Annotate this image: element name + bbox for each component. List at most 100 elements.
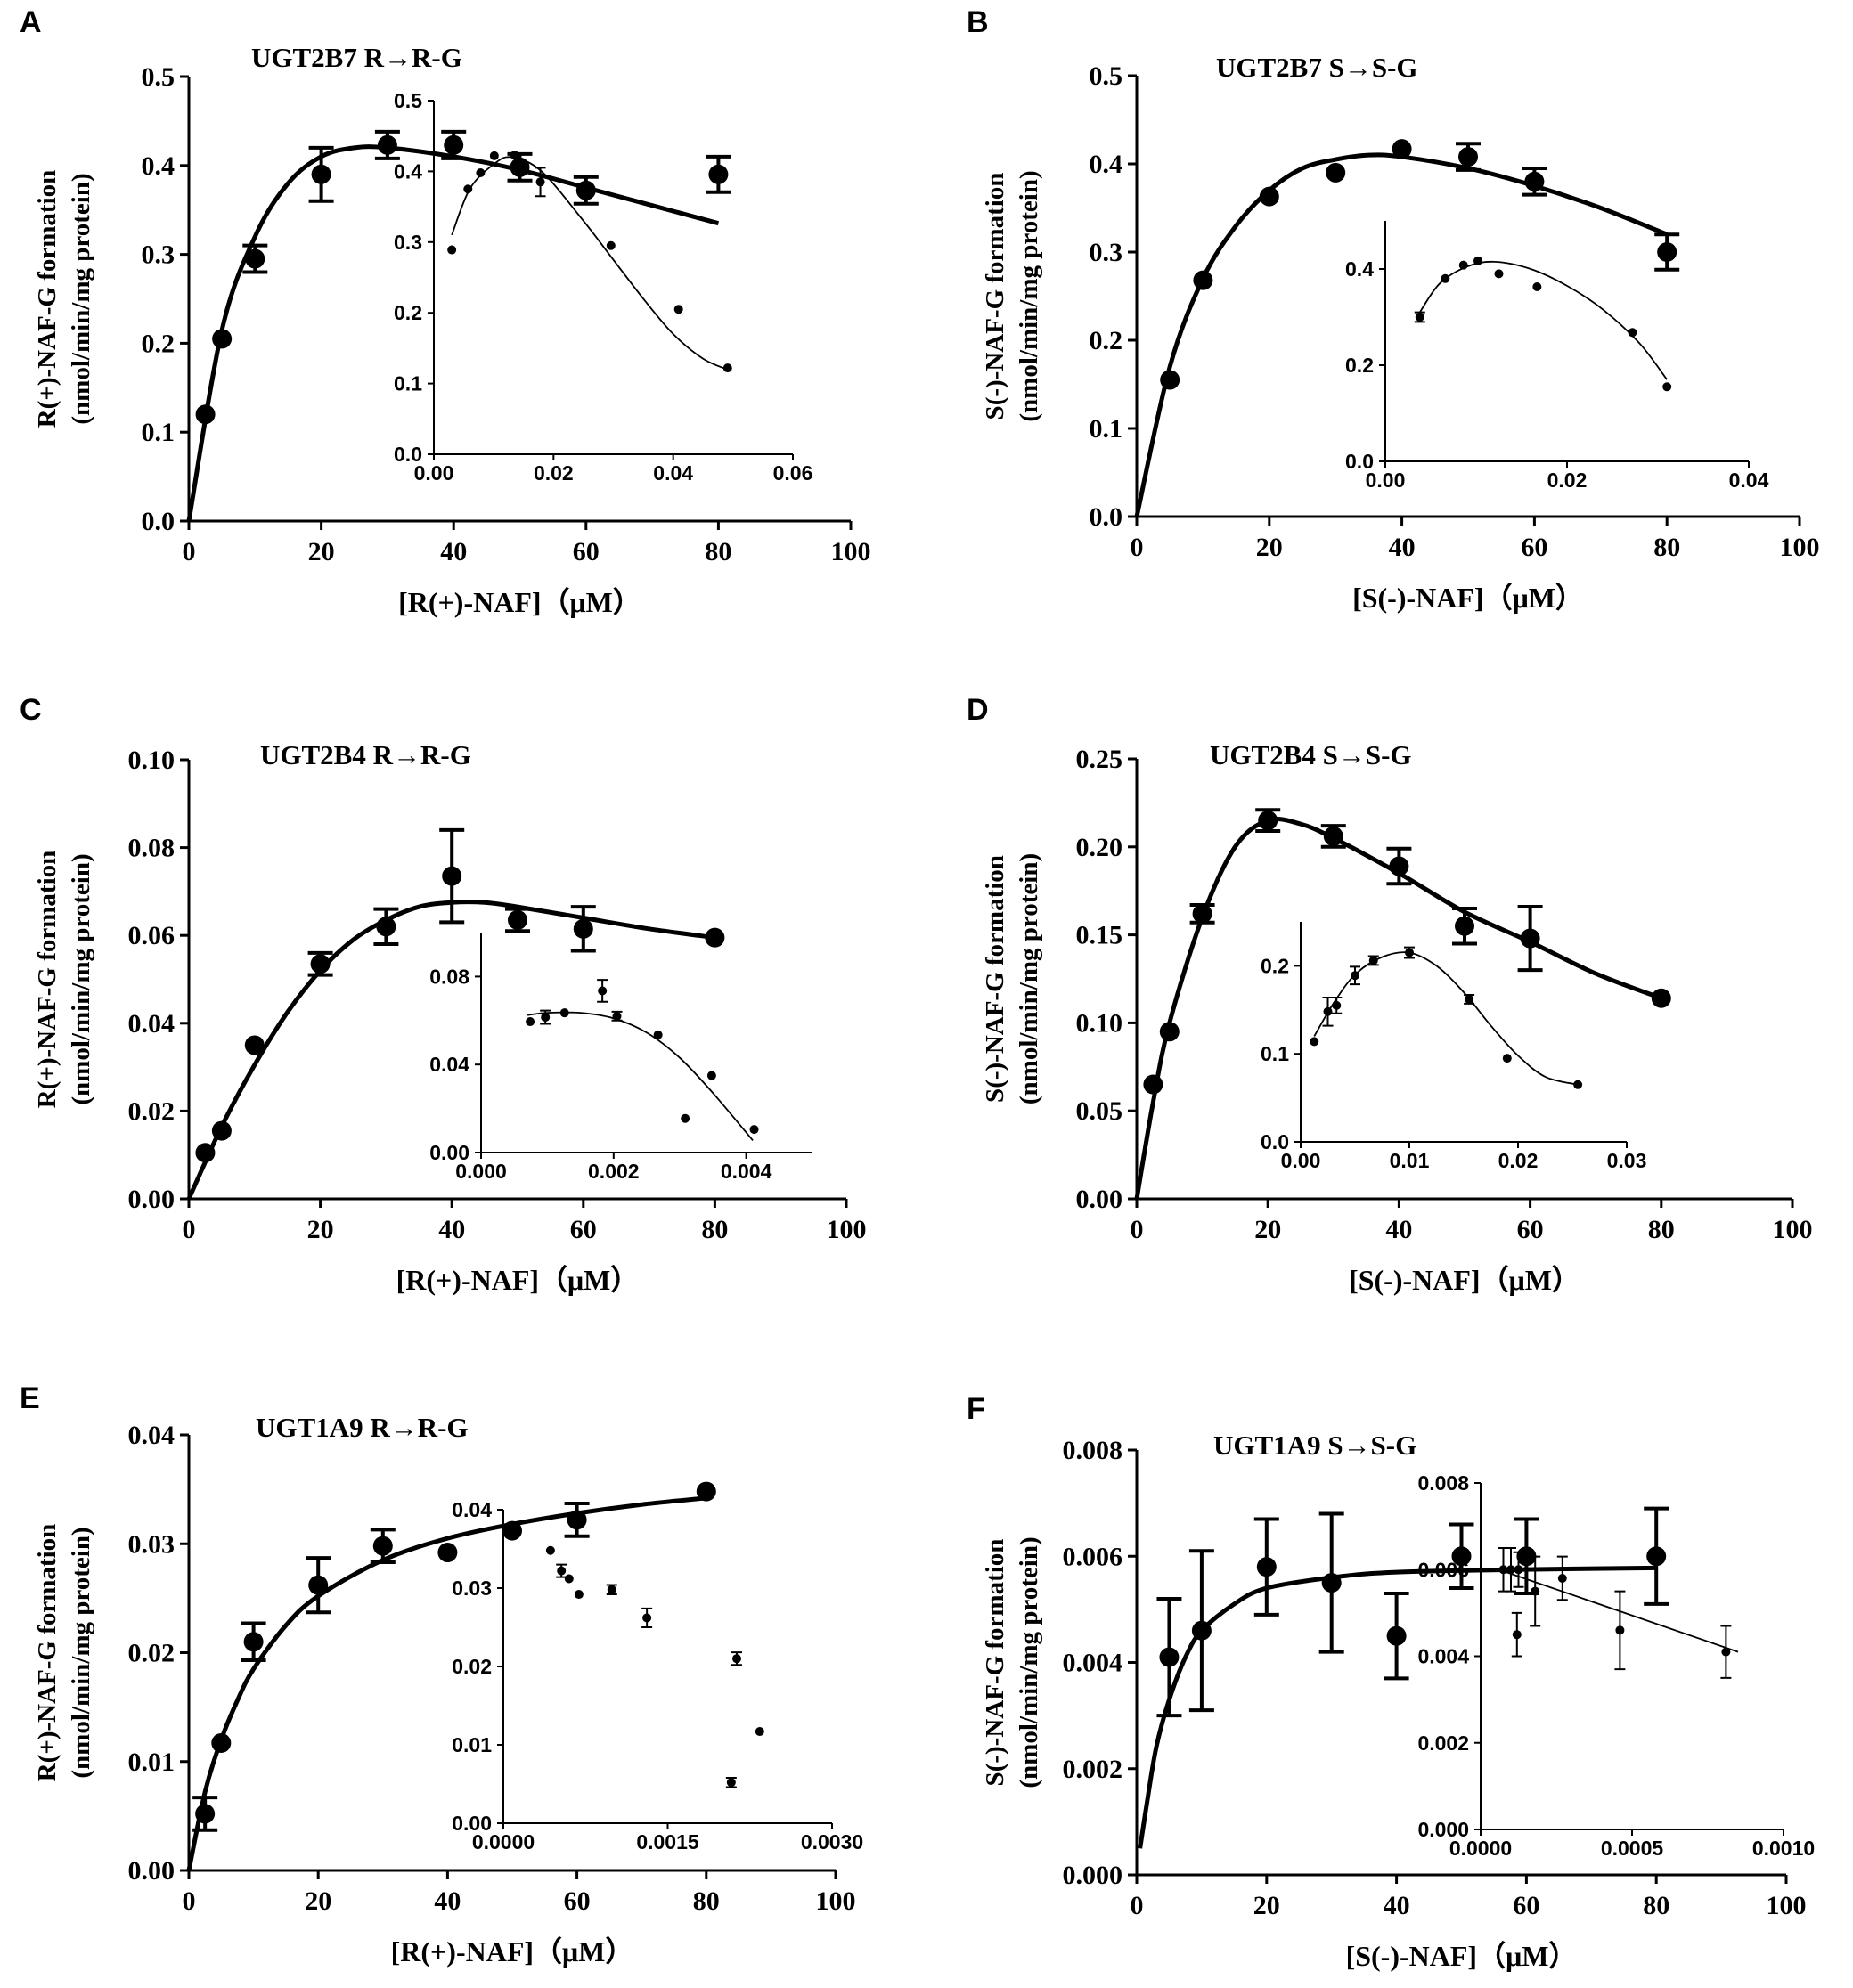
y-tick-label: 0.08 (128, 834, 176, 863)
inset-data-point (1721, 1647, 1731, 1657)
x-axis-label: [R(+)-NAF]（μM） (396, 1264, 640, 1296)
x-tick-label: 40 (1384, 1891, 1410, 1920)
inset-plot: 0.00 0.02 0.04 0.0 0.2 0.4 (1345, 221, 1769, 492)
inset-data-point (1615, 1625, 1625, 1635)
inset-y-tick-label: 0.006 (1417, 1558, 1469, 1581)
data-point (705, 927, 725, 948)
inset-data-point (1502, 1054, 1512, 1063)
inset-y-tick-label: 0.04 (452, 1498, 492, 1521)
inset-data-point (722, 363, 732, 373)
inset-y-tick-label: 0.1 (394, 372, 422, 395)
y-tick-label: 0.002 (1063, 1755, 1123, 1784)
data-point (1193, 270, 1213, 290)
inset-fit-curve (1313, 951, 1579, 1086)
y-tick-label: 0.2 (1090, 326, 1123, 355)
inset-y-tick-label: 0.1 (1261, 1042, 1289, 1065)
panel-letter: C (20, 693, 42, 727)
inset-data-point (1310, 1037, 1319, 1047)
y-tick-label: 0.006 (1063, 1542, 1123, 1571)
x-axis-label: [R(+)-NAF]（μM） (398, 586, 641, 618)
panel-title: UGT2B7 R→R-G (251, 42, 462, 73)
data-point (1646, 1546, 1667, 1567)
data-point (444, 134, 464, 155)
inset-y-tick-label: 0.02 (452, 1655, 492, 1678)
panel-A: A UGT2B7 R→R-G 0 20 40 60 80 100 0.0 0.1 0.2 0.3 0.4… (20, 5, 871, 618)
y-tick-label: 0.004 (1063, 1649, 1123, 1678)
data-point (510, 157, 530, 177)
y-tick-label: 0.0 (1090, 502, 1123, 532)
inset-y-tick-label: 0.5 (394, 89, 422, 112)
y-tick-label: 0.02 (128, 1639, 176, 1668)
x-tick-label: 40 (440, 537, 467, 566)
inset-x-tick-label: 0.06 (773, 461, 813, 485)
inset-data-point (1405, 948, 1414, 957)
inset-x-tick-label: 0.0010 (1752, 1837, 1815, 1860)
data-point (573, 918, 593, 939)
inset-y-tick-label: 0.03 (452, 1577, 492, 1600)
inset-data-point (557, 1566, 567, 1576)
inset-data-point (755, 1727, 764, 1737)
inset-y-tick-label: 0.0 (1345, 450, 1374, 473)
x-tick-label: 20 (305, 1886, 331, 1916)
inset-y-tick-label: 0.4 (1345, 257, 1374, 281)
inset-data-point (726, 1778, 736, 1788)
x-tick-label: 100 (1773, 1215, 1813, 1244)
data-point (1455, 916, 1474, 936)
inset-data-point (574, 1590, 584, 1600)
inset-data-point (1512, 1630, 1522, 1640)
inset-x-tick-label: 0.0030 (801, 1830, 863, 1854)
y-tick-label: 0.5 (142, 62, 176, 92)
inset-y-tick-label: 0.3 (394, 231, 422, 254)
data-point (212, 329, 233, 349)
inset-data-point (1465, 994, 1474, 1004)
x-tick-label: 80 (1653, 533, 1680, 562)
inset-data-point (1628, 328, 1637, 338)
y-axis-label: R(+)-NAF-G formation (33, 851, 61, 1109)
inset-data-point (731, 1654, 741, 1664)
inset-data-point (642, 1613, 652, 1623)
x-tick-label: 40 (1389, 533, 1416, 562)
data-point (1389, 856, 1409, 876)
y-tick-label: 0.4 (1090, 150, 1123, 179)
inset-data-point (673, 305, 683, 314)
data-point (1143, 1074, 1163, 1095)
panel-letter: E (20, 1381, 40, 1415)
inset-y-tick-label: 0.04 (429, 1053, 469, 1076)
panel-title: UGT1A9 S→S-G (1213, 1430, 1416, 1461)
x-tick-label: 60 (1521, 533, 1547, 562)
inset-y-tick-label: 0.004 (1417, 1645, 1469, 1668)
inset-data-point (564, 1574, 574, 1584)
x-tick-label: 0 (183, 1215, 196, 1244)
y-tick-label: 0.0 (142, 507, 176, 536)
inset-fit-curve (527, 1011, 754, 1141)
inset-x-tick-label: 0.004 (721, 1160, 772, 1183)
inset-data-point (706, 1071, 716, 1080)
x-tick-label: 100 (1767, 1891, 1807, 1920)
y-tick-label: 0.008 (1063, 1436, 1123, 1465)
y-tick-label: 0.04 (128, 1009, 176, 1039)
data-point (211, 1732, 232, 1753)
data-point (195, 404, 216, 425)
x-tick-label: 40 (1385, 1215, 1412, 1244)
inset-data-point (510, 151, 519, 160)
data-point (1520, 928, 1540, 949)
x-tick-label: 0 (1131, 1891, 1144, 1920)
x-tick-label: 40 (438, 1215, 465, 1244)
data-point (1192, 903, 1212, 924)
y-axis-label: S(-)-NAF-G formation (981, 855, 1009, 1103)
data-point (1386, 1625, 1407, 1646)
data-point (442, 866, 462, 886)
x-axis-label: [R(+)-NAF]（μM） (391, 1935, 634, 1968)
inset-data-point (1368, 956, 1378, 965)
data-point (310, 954, 331, 974)
y-tick-label: 0.02 (128, 1096, 176, 1126)
inset-x-tick-label: 0.03 (1607, 1149, 1647, 1172)
x-tick-label: 20 (1256, 533, 1283, 562)
inset-data-point (1441, 273, 1450, 283)
x-tick-label: 20 (307, 1215, 334, 1244)
inset-x-tick-label: 0.02 (534, 461, 574, 485)
x-tick-label: 20 (1253, 1891, 1280, 1920)
x-tick-label: 80 (1643, 1891, 1669, 1920)
